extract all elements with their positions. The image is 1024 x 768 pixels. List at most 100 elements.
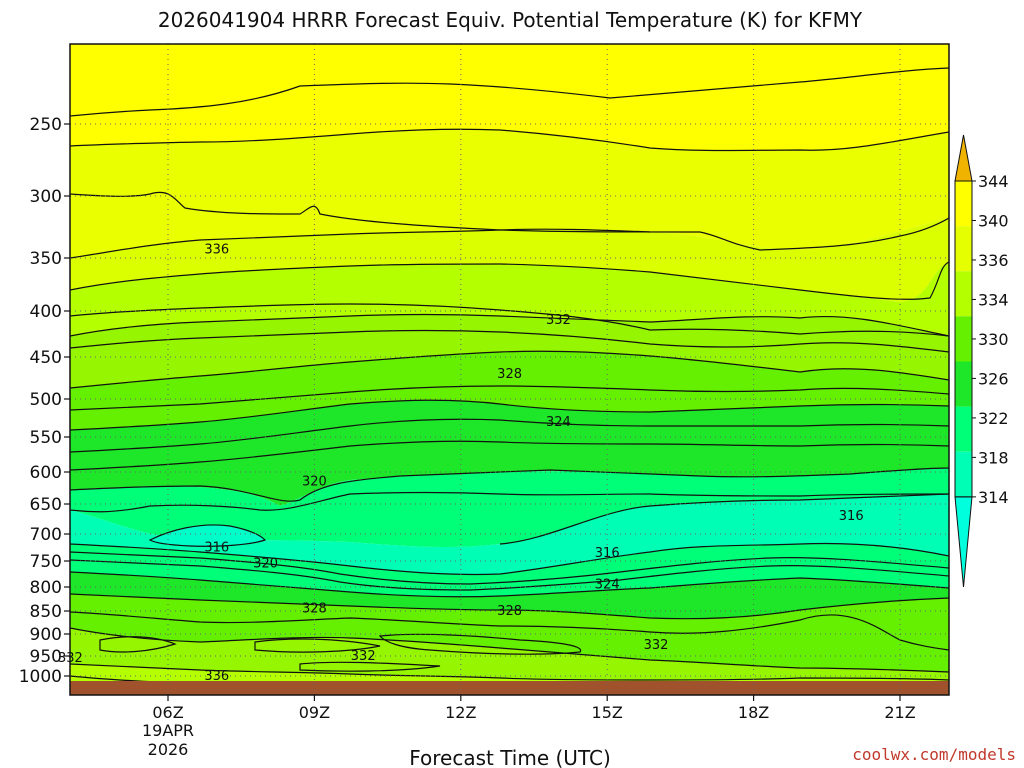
colorbar-segment: [955, 181, 972, 227]
contour-line: [299, 661, 441, 672]
x-tick-label: 18Z: [738, 703, 769, 722]
contour-label: 324: [546, 415, 571, 430]
contour-line: [70, 350, 949, 389]
ground-band: [70, 681, 949, 695]
contour-label: 332: [58, 651, 83, 666]
x-date-label-day: 19APR: [142, 721, 194, 740]
contour-line: [148, 524, 267, 547]
credit-text: coolwx.com/models: [852, 745, 1016, 764]
contour-line: [70, 418, 949, 453]
y-tick-label: 850: [30, 602, 62, 622]
contour-label: 316: [595, 546, 620, 561]
y-axis: 250 300 350 400 450 500 550 600 650 700 750 800 850 9…: [19, 115, 70, 687]
y-tick-label: 500: [30, 390, 62, 410]
contour-label: 316: [839, 509, 864, 524]
y-tick-label: 400: [30, 302, 62, 322]
contour-label: 328: [302, 602, 327, 617]
contour-labels: 336 332 328 324 320 316 316 320 316 324 328 328 332 3…: [58, 242, 864, 684]
chart-title: 2026041904 HRRR Forecast Equiv. Potentia…: [158, 8, 863, 32]
band-336-upper: [70, 129, 949, 258]
contour-label: 324: [595, 577, 620, 592]
colorbar-label: 334: [978, 290, 1009, 309]
contour-label: 332: [546, 313, 571, 328]
colorbar-label: 326: [978, 369, 1009, 388]
band-326: [70, 400, 949, 506]
contour-label: 320: [302, 475, 327, 490]
colorbar-segment: [955, 451, 972, 497]
y-tick-label: 300: [30, 187, 62, 207]
y-tick-label: 1000: [19, 667, 62, 687]
contour-line: [70, 611, 949, 651]
x-tick-label: 06Z: [152, 703, 183, 722]
contour-line: [254, 638, 381, 653]
contour-line: [70, 571, 949, 598]
contour-line: [70, 313, 949, 337]
contour-label: 336: [204, 669, 229, 684]
contour-line: [70, 303, 949, 337]
contour-line: [70, 627, 949, 673]
x-axis-label: Forecast Time (UTC): [409, 746, 611, 768]
contour-label: 328: [497, 604, 522, 619]
contour-line: [70, 542, 949, 576]
colorbar-label: 336: [978, 251, 1009, 270]
colorbar-label: 322: [978, 409, 1009, 428]
contour-label: 320: [253, 557, 278, 572]
y-tick-label: 700: [30, 525, 62, 545]
y-tick-label: 550: [30, 428, 62, 448]
contour-line: [70, 559, 949, 591]
contour-line: [70, 593, 949, 620]
contour-label: 316: [204, 541, 229, 556]
colorbar-extend-top: [954, 134, 973, 182]
x-date-label-year: 2026: [148, 740, 189, 759]
contour-line: [70, 399, 949, 431]
band-322: [70, 468, 949, 548]
y-tick-label: 750: [30, 552, 62, 572]
contour-line: [70, 261, 949, 300]
band-318: [70, 494, 949, 575]
y-tick-label: 450: [30, 348, 62, 368]
plot-border: [69, 43, 950, 696]
contour-line: [70, 385, 949, 411]
contour-line: [70, 128, 949, 152]
x-axis: 06Z 09Z 12Z 15Z 18Z 21Z: [152, 695, 916, 722]
contour-label: 332: [644, 638, 669, 653]
y-tick-label: 800: [30, 578, 62, 598]
contour-line: [70, 491, 949, 513]
colorbar-segment: [955, 226, 972, 272]
contour-label: 328: [497, 367, 522, 382]
contour-line: [70, 329, 949, 353]
contour-line: [70, 551, 949, 585]
contour-label: 332: [351, 649, 376, 664]
band-340: [70, 68, 949, 151]
plot-area: [70, 44, 949, 695]
band-324-lower: [70, 572, 949, 619]
contour-line: [499, 493, 949, 545]
y-tick-label: 250: [30, 115, 62, 135]
y-tick-label: 950: [30, 647, 62, 667]
contour-line: [378, 633, 582, 655]
colorbar-label: 318: [978, 448, 1009, 467]
colorbar: 344 340 336 334 330 326 322 318 314: [954, 134, 1009, 588]
x-tick-label: 21Z: [884, 703, 915, 722]
colorbar-label: 314: [978, 488, 1009, 507]
colorbar-segment: [955, 361, 972, 407]
colorbar-segment: [955, 406, 972, 452]
x-tick-label: 09Z: [299, 703, 330, 722]
contour-lines: [70, 67, 949, 685]
y-tick-label: 350: [30, 249, 62, 269]
colorbar-extend-bottom: [954, 496, 973, 588]
contour-label: 336: [204, 242, 229, 257]
band-330: [70, 351, 949, 430]
contour-line: [70, 440, 949, 471]
band-320-lower: [70, 543, 949, 597]
band-316-pocket: [150, 524, 265, 547]
colorbar-label: 340: [978, 211, 1009, 230]
y-tick-label: 900: [30, 625, 62, 645]
contour-line: [70, 67, 949, 117]
colorbar-label: 344: [978, 172, 1009, 191]
contour-line: [99, 636, 177, 653]
contour-line: [70, 228, 651, 259]
colorbar-segment: [955, 271, 972, 317]
contour-line: [70, 663, 949, 681]
